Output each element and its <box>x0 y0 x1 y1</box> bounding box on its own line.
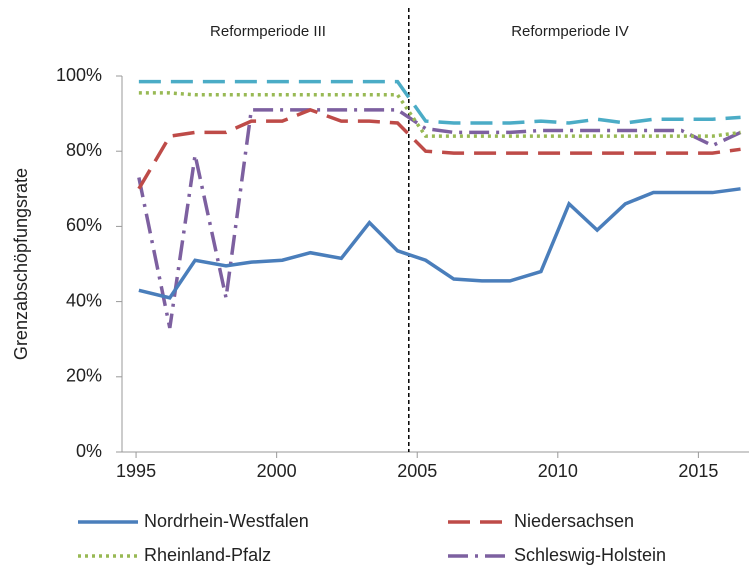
legend-label: Rheinland-Pfalz <box>144 545 271 565</box>
y-tick-label: 80% <box>66 140 102 160</box>
y-tick-label: 0% <box>76 441 102 461</box>
series-line <box>137 108 742 329</box>
x-tick-label: 2010 <box>538 461 578 481</box>
x-tick-label: 2000 <box>257 461 297 481</box>
y-tick-label: 60% <box>66 215 102 235</box>
annotation: Reformperiode III <box>210 23 326 40</box>
legend-label: Schleswig-Holstein <box>514 545 666 565</box>
x-tick-label: 1995 <box>116 461 156 481</box>
x-tick-label: 2005 <box>397 461 437 481</box>
x-tick-label: 2015 <box>678 461 718 481</box>
y-axis-label: Grenzabschöpfungsrate <box>11 168 31 360</box>
y-tick-label: 100% <box>56 65 102 85</box>
y-tick-label: 40% <box>66 290 102 310</box>
y-tick-label: 20% <box>66 366 102 386</box>
series-line <box>138 187 741 300</box>
legend-label: Nordrhein-Westfalen <box>144 511 309 531</box>
series-line <box>138 91 741 138</box>
legend-label: Niedersachsen <box>514 511 634 531</box>
series-line <box>138 79 741 125</box>
annotation: Reformperiode IV <box>511 23 629 40</box>
series-line <box>137 107 741 190</box>
